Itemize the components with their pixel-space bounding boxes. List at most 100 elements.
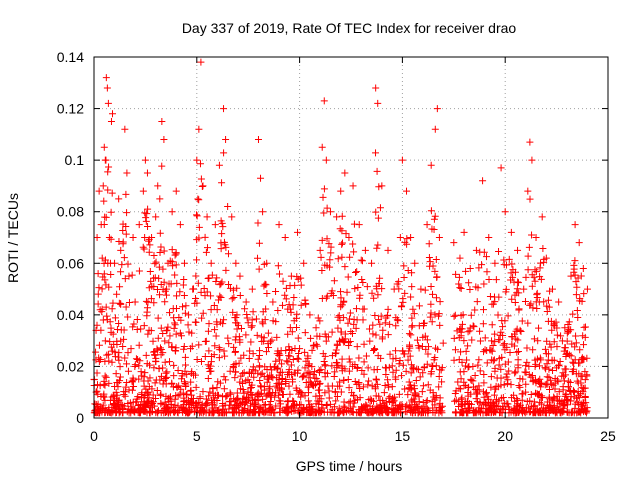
data-point — [111, 314, 119, 322]
data-point — [401, 350, 409, 358]
data-point — [181, 353, 189, 361]
data-point — [170, 372, 178, 380]
data-point — [201, 338, 209, 346]
data-point — [194, 279, 202, 287]
data-point — [583, 372, 591, 380]
data-point — [120, 335, 128, 343]
data-point — [337, 328, 345, 336]
data-point — [298, 390, 306, 398]
data-point — [164, 404, 172, 412]
data-point — [491, 401, 499, 409]
data-point — [358, 257, 366, 265]
data-point — [123, 209, 131, 217]
data-point — [221, 352, 229, 360]
data-point — [337, 288, 345, 296]
data-point — [570, 261, 578, 269]
data-point — [550, 404, 558, 412]
data-point — [389, 368, 397, 376]
data-point — [369, 321, 377, 329]
data-point — [107, 235, 115, 243]
data-point — [249, 409, 257, 417]
data-point — [481, 334, 489, 342]
data-point — [231, 374, 239, 382]
data-point — [427, 283, 435, 291]
data-point — [293, 354, 301, 362]
data-point — [236, 291, 244, 299]
data-point — [232, 259, 240, 267]
data-point — [569, 310, 577, 318]
data-point — [131, 362, 139, 370]
data-point — [466, 264, 474, 272]
data-point — [275, 270, 283, 278]
data-point — [406, 352, 414, 360]
data-point — [549, 367, 557, 375]
data-point — [532, 360, 540, 368]
data-point — [476, 248, 484, 256]
data-point — [317, 395, 325, 403]
data-point — [497, 381, 505, 389]
data-point — [205, 347, 213, 355]
data-point — [431, 212, 439, 220]
data-point — [302, 300, 310, 308]
data-point — [172, 187, 180, 195]
data-point — [121, 354, 129, 362]
data-point — [490, 391, 498, 399]
data-point — [532, 298, 540, 306]
data-point — [348, 389, 356, 397]
data-point — [354, 408, 362, 416]
data-point — [163, 326, 171, 334]
data-point — [320, 209, 328, 217]
data-point — [179, 403, 187, 411]
data-point — [184, 321, 192, 329]
data-point — [332, 397, 340, 405]
data-point — [159, 330, 167, 338]
data-point — [537, 259, 545, 267]
data-point — [488, 356, 496, 364]
data-point — [203, 402, 211, 410]
data-point — [311, 409, 319, 417]
data-point — [275, 371, 283, 379]
data-point — [523, 344, 531, 352]
data-point — [435, 312, 443, 320]
data-point — [171, 319, 179, 327]
data-point — [571, 404, 579, 412]
data-point — [284, 397, 292, 405]
data-point — [247, 384, 255, 392]
data-point — [325, 394, 333, 402]
data-point — [254, 254, 262, 262]
data-point — [365, 396, 373, 404]
data-point — [522, 362, 530, 370]
data-point — [451, 346, 459, 354]
data-point — [299, 404, 307, 412]
data-point — [100, 197, 108, 205]
data-point — [478, 261, 486, 269]
data-point — [308, 363, 316, 371]
data-point — [177, 332, 185, 340]
data-point — [553, 392, 561, 400]
data-point — [571, 343, 579, 351]
data-point — [272, 357, 280, 365]
data-point — [242, 331, 250, 339]
data-point — [228, 213, 236, 221]
data-point — [259, 208, 267, 216]
data-point — [217, 280, 225, 288]
data-point — [338, 239, 346, 247]
data-point — [264, 329, 272, 337]
data-point — [450, 312, 458, 320]
data-point — [571, 356, 579, 364]
data-point — [255, 239, 263, 247]
data-point — [222, 393, 230, 401]
data-point — [203, 288, 211, 296]
data-point — [193, 156, 201, 164]
data-point — [450, 334, 458, 342]
data-point — [433, 105, 441, 113]
data-point — [102, 281, 110, 289]
data-point — [220, 238, 228, 246]
data-point — [102, 213, 110, 221]
data-point — [220, 347, 228, 355]
data-point — [284, 358, 292, 366]
data-point — [144, 330, 152, 338]
data-point — [105, 379, 113, 387]
data-point — [213, 274, 221, 282]
data-point — [108, 393, 116, 401]
